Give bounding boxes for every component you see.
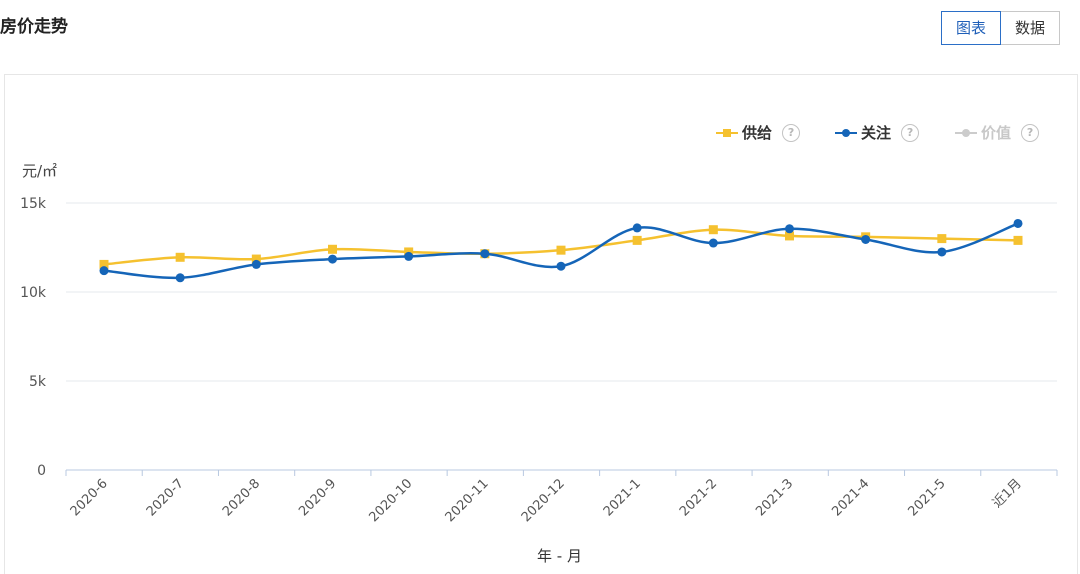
value-legend-label: 价值 (981, 124, 1012, 142)
data-point (1013, 218, 1023, 228)
data-point (328, 244, 337, 254)
x-tick-label: 2020-12 (519, 476, 568, 525)
legend-item-attention[interactable]: 关注 ? (835, 122, 920, 143)
x-tick-label: 2021-3 (753, 476, 796, 519)
data-point (99, 259, 109, 269)
x-tick-label: 2021-1 (601, 476, 644, 519)
x-tick-label: 2021-5 (905, 476, 948, 519)
x-tick-label: 近1月 (990, 476, 1025, 511)
data-point (937, 234, 947, 244)
y-tick-label: 15k (20, 196, 47, 212)
x-tick-label: 2020-9 (296, 476, 339, 519)
data-point (556, 261, 566, 271)
legend-item-value[interactable]: 价值 ? (955, 122, 1040, 143)
y-tick-label: 10k (20, 285, 47, 301)
data-point (251, 254, 261, 264)
supply-legend-swatch (716, 126, 738, 140)
data-point (861, 234, 871, 244)
data-point (937, 247, 947, 257)
y-tick-label: 0 (37, 463, 46, 479)
chart-card (4, 74, 1078, 574)
attention-legend-label: 关注 (861, 124, 892, 142)
x-tick-label: 2021-4 (829, 476, 872, 519)
data-point (404, 251, 414, 261)
x-tick-label: 2020-6 (68, 476, 111, 519)
x-axis-title: 年 - 月 (537, 547, 582, 565)
help-icon[interactable]: ? (1021, 123, 1040, 142)
y-axis-unit-label: 元/㎡ (22, 162, 58, 180)
help-icon[interactable]: ? (901, 123, 920, 142)
data-point (632, 235, 642, 245)
data-point (785, 231, 794, 241)
data-point (328, 254, 337, 264)
data-point (708, 238, 718, 248)
page-title: 房价走势 (0, 17, 68, 37)
data-point (708, 225, 718, 235)
data-point (632, 223, 642, 233)
x-tick-label: 2020-10 (366, 476, 415, 525)
help-icon[interactable]: ? (782, 123, 801, 142)
data-view-button[interactable]: 数据 (1000, 11, 1061, 45)
x-tick-label: 2020-11 (443, 476, 492, 525)
attention-legend-swatch (835, 126, 857, 140)
chart-view-button[interactable]: 图表 (941, 11, 1002, 45)
value-legend-swatch (955, 126, 977, 140)
data-point (556, 245, 566, 255)
data-point (175, 252, 185, 262)
data-point (175, 273, 185, 283)
x-tick-label: 2020-8 (220, 476, 263, 519)
data-point (99, 266, 109, 276)
x-tick-label: 2021-2 (677, 476, 720, 519)
legend-item-supply[interactable]: 供给 ? (716, 122, 801, 143)
data-point (1013, 235, 1023, 245)
data-point (480, 249, 490, 259)
y-tick-label: 5k (29, 374, 47, 390)
supply-legend-label: 供给 (742, 124, 773, 142)
view-toggle: 图表 数据 (941, 11, 1061, 45)
x-tick-label: 2020-7 (144, 476, 187, 519)
data-point (251, 259, 261, 269)
data-point (785, 224, 794, 234)
